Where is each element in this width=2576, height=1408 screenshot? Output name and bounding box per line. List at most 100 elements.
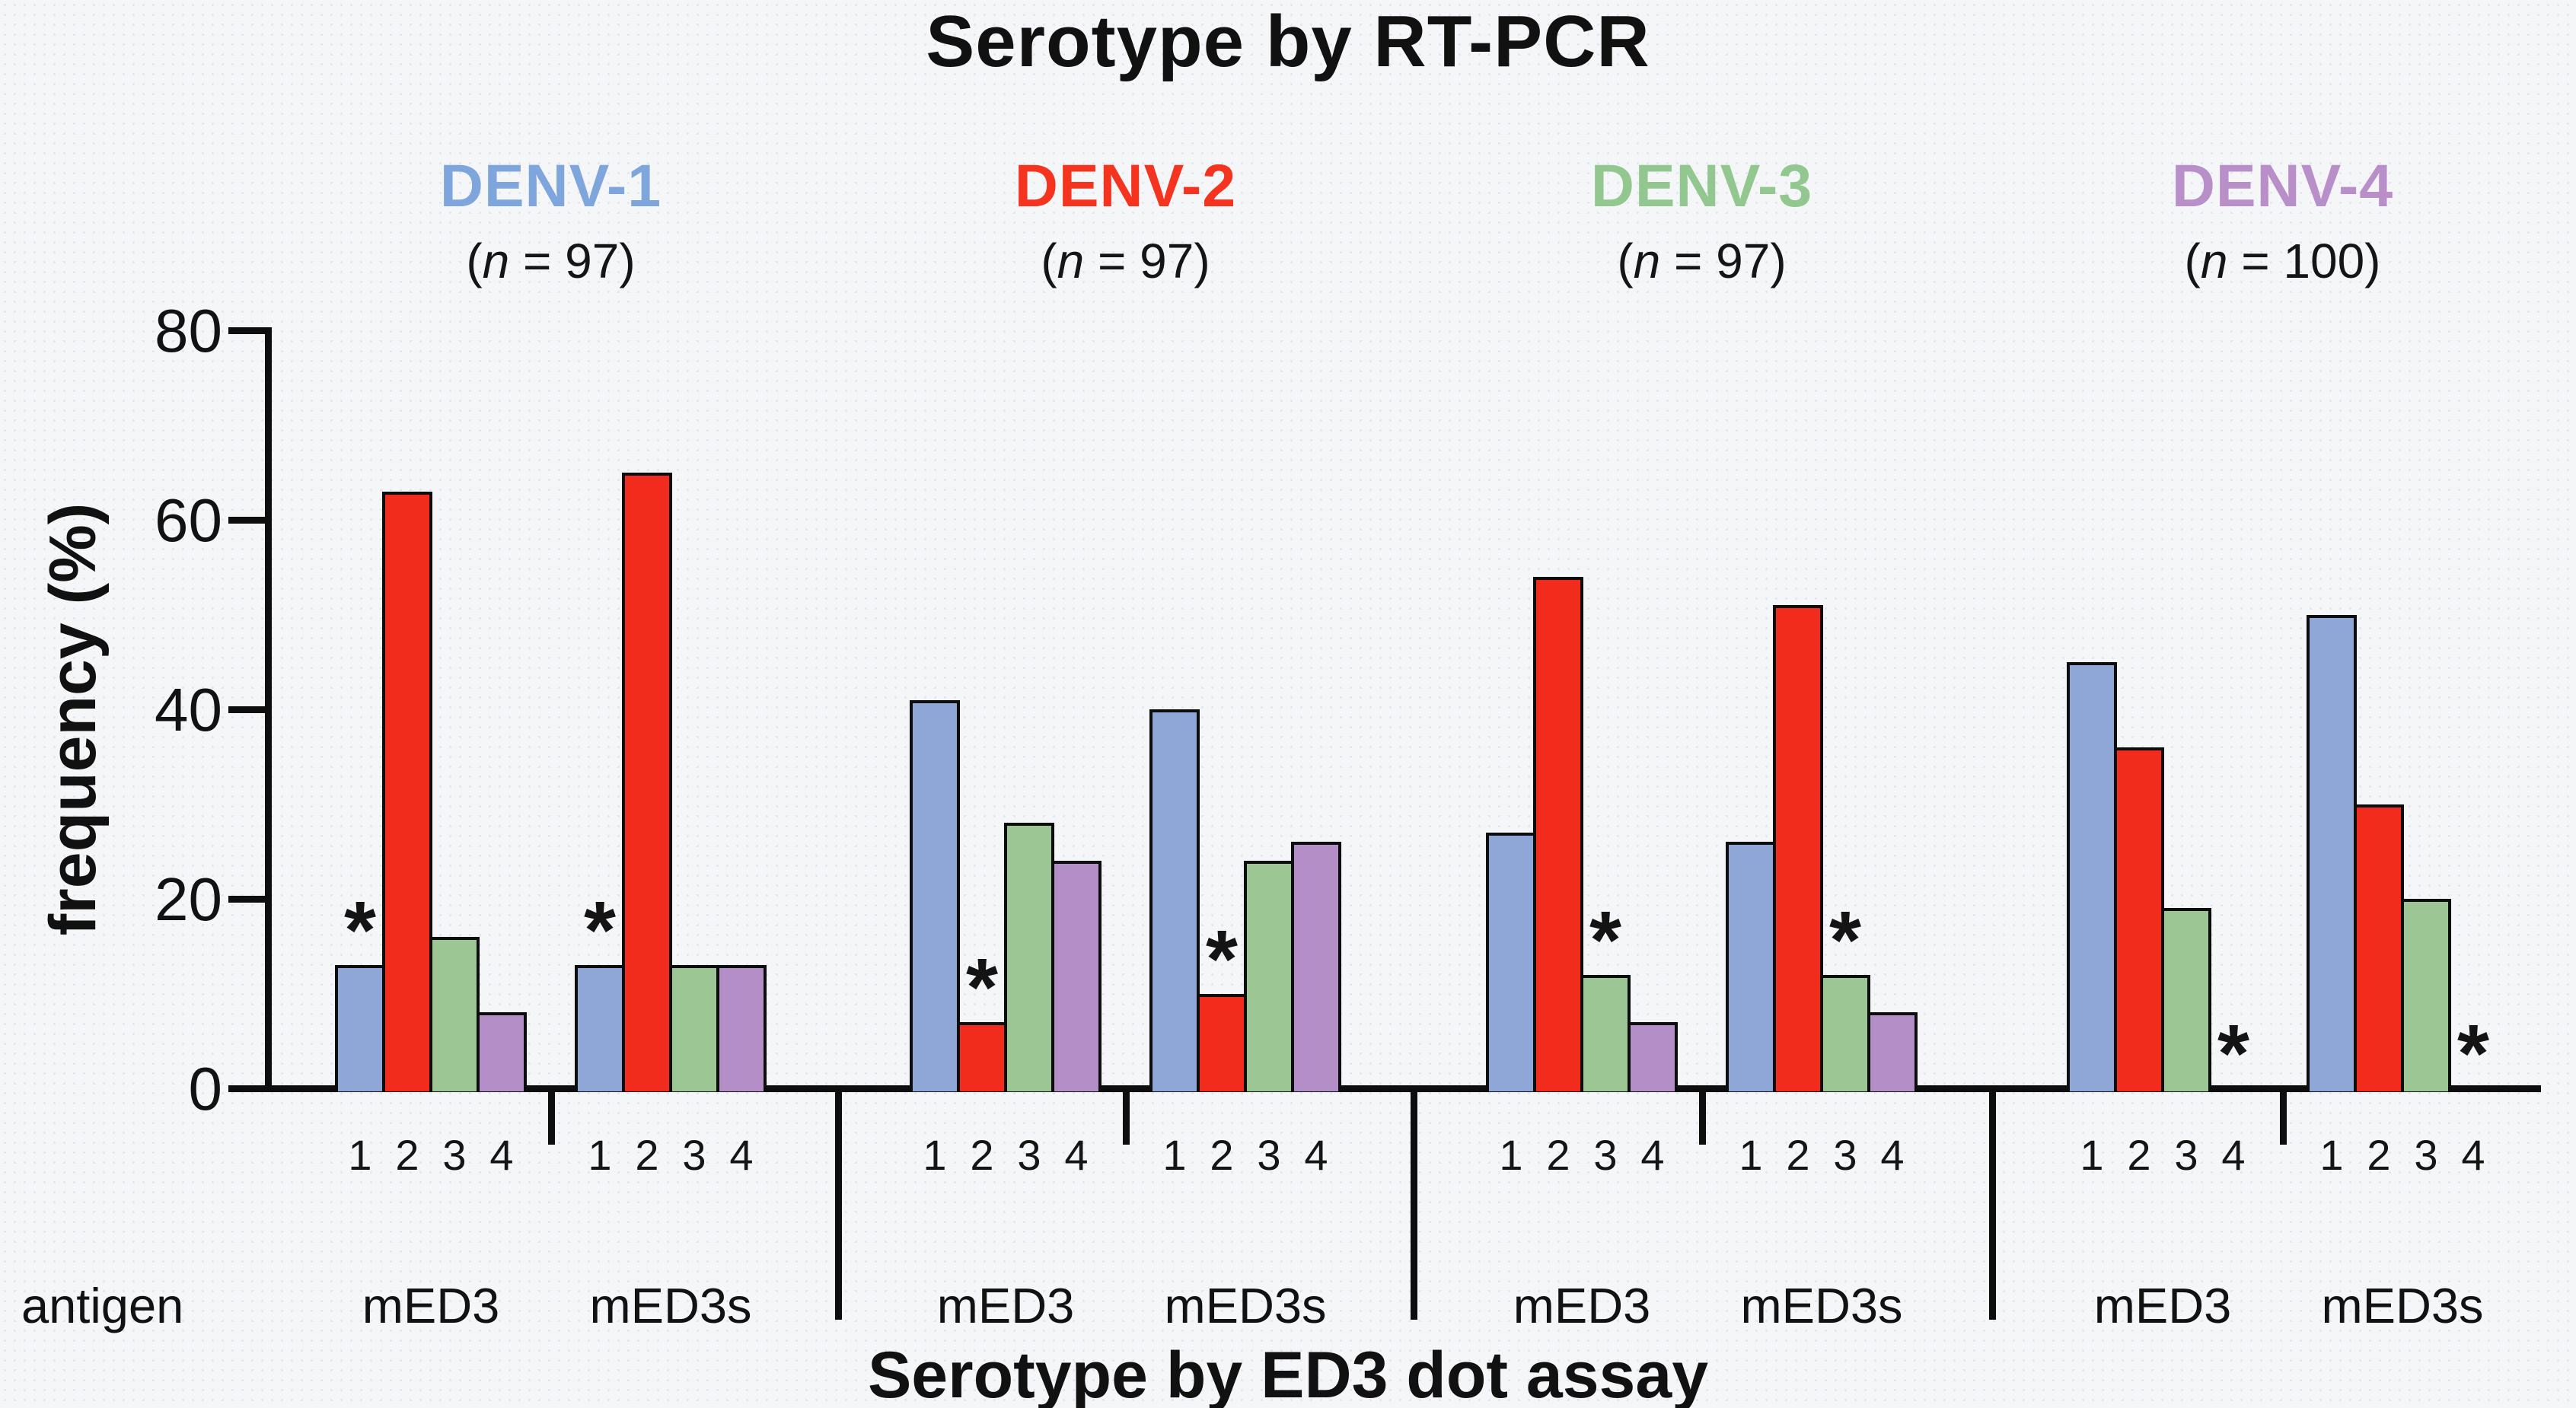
bar-category-label: 1: [2080, 1131, 2104, 1179]
subgroup-divider-tick: [1122, 1091, 1130, 1145]
group-n-denv-4: (n = 100): [2184, 234, 2381, 288]
group-separator: [1411, 1091, 1417, 1320]
bar-denv-1-med3s-2: [622, 472, 672, 1091]
bar-category-label: 4: [1880, 1131, 1905, 1179]
bar-denv-1-med3-4: [477, 1012, 527, 1091]
bar-denv-2-med3-2: [957, 1021, 1007, 1091]
y-tick-label-80: 80: [155, 297, 222, 365]
bar-denv-2-med3s-4: [1291, 842, 1341, 1091]
bar-category-label: 1: [1739, 1131, 1763, 1179]
bar-denv-3-med3s-1: [1726, 842, 1776, 1091]
y-tick-label-0: 0: [188, 1055, 223, 1123]
antigen-label-med3: mED3: [936, 1278, 1075, 1333]
bar-denv-1-med3-3: [429, 936, 480, 1091]
y-tick-label-60: 60: [155, 486, 222, 554]
bar-denv-2-med3s-3: [1244, 861, 1294, 1091]
bar-denv-4-med3-1: [2067, 661, 2117, 1091]
bar-denv-3-med3-3: [1580, 974, 1631, 1091]
significance-star: *: [343, 884, 377, 976]
bar-denv-2-med3s-2: [1197, 993, 1247, 1091]
bar-category-label: 2: [2367, 1131, 2391, 1179]
bar-denv-1-med3-1: [335, 965, 385, 1091]
bar-denv-1-med3s-1: [575, 965, 625, 1091]
group-title-denv-1: DENV-1: [439, 151, 662, 219]
bar-category-label: 3: [1017, 1131, 1041, 1179]
bar-category-label: 4: [1064, 1131, 1089, 1179]
bar-denv-3-med3s-4: [1867, 1012, 1918, 1091]
antigen-label-med3s: mED3s: [1164, 1278, 1327, 1333]
bar-category-label: 2: [635, 1131, 659, 1179]
significance-star: *: [1828, 893, 1862, 986]
significance-star: *: [583, 884, 617, 976]
bar-category-label: 2: [1786, 1131, 1810, 1179]
chart-title: Serotype by RT-PCR: [926, 1, 1650, 82]
bar-denv-1-med3s-3: [669, 965, 719, 1091]
bar-category-label: 1: [923, 1131, 947, 1179]
antigen-label-med3s: mED3s: [589, 1278, 752, 1333]
bar-category-label: 1: [1162, 1131, 1187, 1179]
bar-denv-1-med3-2: [382, 491, 432, 1091]
bar-denv-2-med3-4: [1051, 861, 1101, 1091]
bar-denv-4-med3s-1: [2307, 614, 2357, 1091]
bar-denv-3-med3s-2: [1773, 605, 1823, 1091]
bar-category-label: 1: [348, 1131, 372, 1179]
significance-star: *: [1205, 912, 1239, 1005]
bar-category-label: 1: [588, 1131, 612, 1179]
significance-star: *: [2217, 1007, 2250, 1099]
y-tick-mark-20: [228, 895, 265, 903]
bar-category-label: 4: [2461, 1131, 2485, 1179]
y-tick-label-40: 40: [155, 676, 222, 744]
group-title-denv-3: DENV-3: [1590, 151, 1813, 219]
bar-category-label: 2: [1546, 1131, 1570, 1179]
bar-denv-4-med3-3: [2161, 908, 2211, 1091]
y-tick-mark-80: [228, 327, 265, 334]
antigen-label-med3: mED3: [2093, 1278, 2232, 1333]
y-axis-line: [265, 327, 272, 1091]
group-separator: [835, 1091, 842, 1320]
y-tick-label-20: 20: [155, 865, 222, 933]
antigen-label-med3s: mED3s: [1740, 1278, 1903, 1333]
bar-category-label: 2: [1210, 1131, 1234, 1179]
bar-denv-4-med3-2: [2114, 747, 2164, 1091]
antigen-label-med3: mED3: [362, 1278, 500, 1333]
bar-category-label: 2: [2127, 1131, 2151, 1179]
bar-category-label: 1: [2319, 1131, 2344, 1179]
x-axis-line: [265, 1085, 2541, 1092]
bar-category-label: 3: [2414, 1131, 2438, 1179]
x-axis-title: Serotype by ED3 dot assay: [867, 1339, 1709, 1408]
bar-category-label: 3: [1257, 1131, 1281, 1179]
bar-denv-1-med3s-4: [716, 965, 767, 1091]
bar-category-label: 3: [2174, 1131, 2198, 1179]
y-tick-mark-40: [228, 706, 265, 713]
bar-denv-2-med3s-1: [1149, 709, 1200, 1091]
group-title-denv-2: DENV-2: [1014, 151, 1237, 219]
antigen-label-med3s: mED3s: [2321, 1278, 2484, 1333]
bar-category-label: 4: [1304, 1131, 1328, 1179]
group-title-denv-4: DENV-4: [2171, 151, 2394, 219]
bar-category-label: 4: [2221, 1131, 2246, 1179]
y-tick-mark-0: [228, 1085, 265, 1092]
bar-category-label: 3: [1833, 1131, 1857, 1179]
group-n-denv-3: (n = 97): [1617, 234, 1787, 288]
bar-denv-3-med3-4: [1628, 1021, 1678, 1091]
bar-category-label: 1: [1499, 1131, 1523, 1179]
significance-star: *: [1589, 893, 1622, 986]
bar-category-label: 3: [442, 1131, 467, 1179]
significance-star: *: [2456, 1007, 2490, 1099]
bar-denv-4-med3s-3: [2401, 899, 2451, 1091]
bar-category-label: 2: [970, 1131, 994, 1179]
significance-star: *: [965, 940, 999, 1033]
subgroup-divider-tick: [2279, 1091, 2287, 1145]
bar-denv-3-med3-1: [1486, 832, 1536, 1091]
group-n-denv-2: (n = 97): [1041, 234, 1210, 288]
bar-denv-3-med3-2: [1533, 576, 1583, 1091]
bar-category-label: 4: [729, 1131, 754, 1179]
bar-category-label: 4: [489, 1131, 514, 1179]
bar-category-label: 3: [1593, 1131, 1618, 1179]
antigen-row-label: antigen: [21, 1278, 184, 1333]
group-n-denv-1: (n = 97): [466, 234, 636, 288]
y-tick-mark-60: [228, 516, 265, 524]
bar-category-label: 2: [395, 1131, 419, 1179]
bar-denv-3-med3s-3: [1820, 974, 1870, 1091]
